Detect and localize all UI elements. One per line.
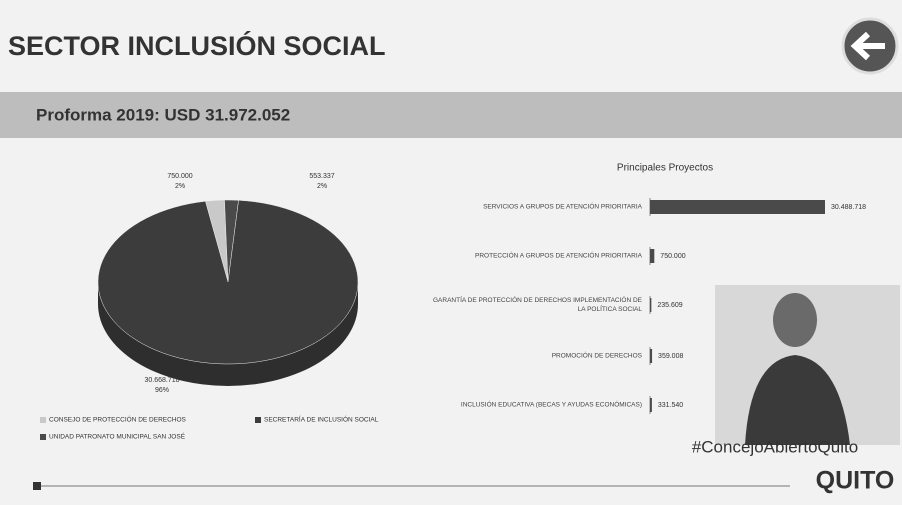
bar (650, 398, 652, 412)
chart-title: Principales Proyectos (617, 163, 713, 174)
subtitle-band (0, 92, 902, 138)
data-label: 359.008 (658, 353, 683, 360)
bar (650, 200, 825, 214)
percent-label: 2% (317, 183, 327, 190)
bar (650, 349, 653, 363)
percent-label: 96% (155, 387, 169, 394)
data-label: 235.609 (657, 302, 682, 309)
category-label: INCLUSIÓN EDUCATIVA (BECAS Y AYUDAS ECON… (460, 401, 642, 409)
data-label: 553.337 (309, 173, 334, 180)
page-title: SECTOR INCLUSIÓN SOCIAL (8, 30, 386, 61)
percent-label: 2% (175, 183, 185, 190)
legend-swatch (40, 434, 46, 440)
data-label: 750.000 (167, 173, 192, 180)
category-label: SERVICIOS A GRUPOS DE ATENCIÓN PRIORITAR… (483, 203, 642, 211)
data-label: 331.540 (658, 402, 683, 409)
category-label: PROMOCIÓN DE DERECHOS (551, 352, 642, 360)
legend-swatch (40, 417, 46, 423)
bar (650, 298, 652, 312)
hashtag: #ConcejoAbiertoQuito (692, 437, 858, 456)
progress-marker (33, 482, 41, 490)
category-label: GARANTÍA DE PROTECCIÓN DE DERECHOS IMPLE… (433, 297, 642, 313)
back-button[interactable] (841, 17, 899, 75)
subtitle: Proforma 2019: USD 31.972.052 (36, 105, 290, 124)
data-label: 30.488.718 (831, 204, 866, 211)
logo: QUITO (816, 467, 895, 495)
bar (650, 249, 655, 263)
legend-swatch (255, 417, 261, 423)
presenter (715, 285, 900, 445)
category-label: PROTECCIÓN A GRUPOS DE ATENCIÓN PRIORITA… (475, 252, 642, 260)
legend-label: UNIDAD PATRONATO MUNICIPAL SAN JOSÉ (49, 432, 186, 441)
legend-label: SECRETARÍA DE INCLUSIÓN SOCIAL (264, 415, 379, 424)
legend-label: CONSEJO DE PROTECCIÓN DE DERECHOS (49, 415, 187, 424)
data-label: 750.000 (660, 253, 685, 260)
pie-slice (97, 200, 359, 365)
data-label: 30.668.718 (144, 377, 179, 384)
